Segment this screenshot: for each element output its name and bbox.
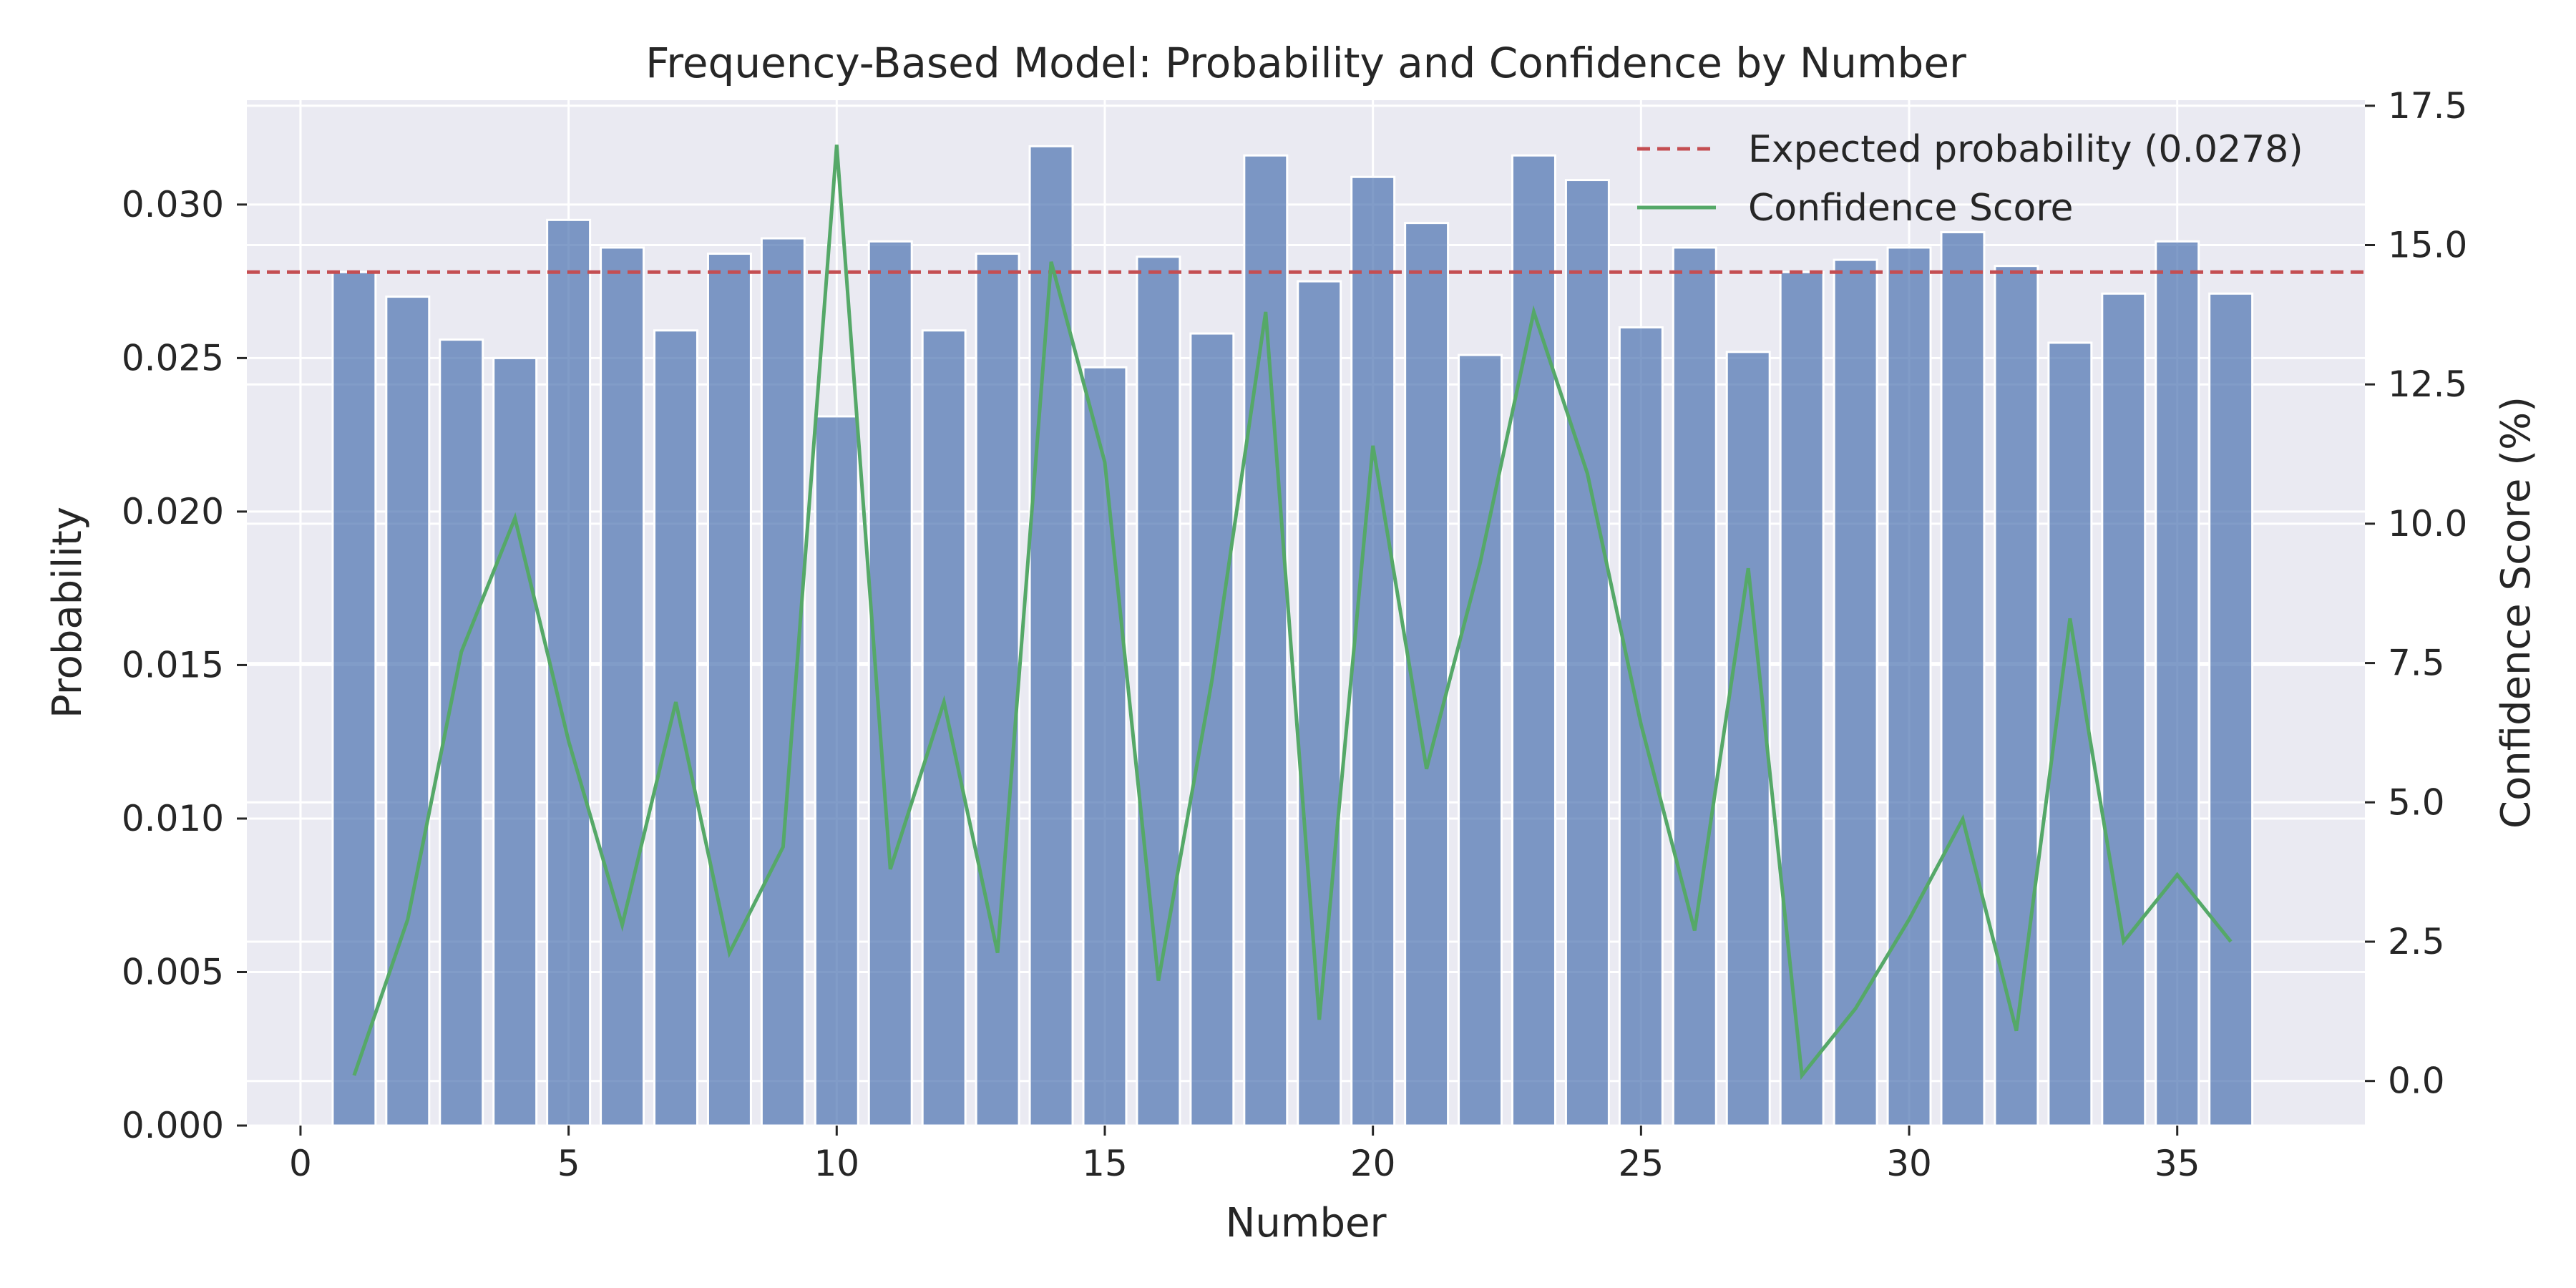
chart-title: Frequency-Based Model: Probability and C… <box>645 39 1966 87</box>
y-axis-label: Probability <box>44 507 91 718</box>
bar <box>1458 353 1503 1127</box>
bar <box>1028 145 1074 1127</box>
confidence-line-group <box>352 145 2233 1080</box>
y2-tick-label: 5.0 <box>2388 781 2445 823</box>
x-tick-label: 0 <box>289 1143 312 1184</box>
x-tick-label: 30 <box>1886 1143 1932 1184</box>
x-tick-label: 25 <box>1619 1143 1664 1184</box>
bar <box>1297 280 1342 1127</box>
bar <box>546 218 592 1127</box>
y2-tick-label: 0.0 <box>2388 1060 2445 1102</box>
bar <box>760 237 806 1127</box>
y-tick-label: 0.020 <box>122 491 224 532</box>
bar <box>706 253 752 1127</box>
y2-tick-label: 10.0 <box>2388 503 2467 545</box>
bar <box>975 253 1020 1127</box>
y2-tick-label: 7.5 <box>2388 643 2445 684</box>
bar <box>1136 255 1181 1127</box>
bar <box>1564 179 1610 1127</box>
y-tick-label: 0.015 <box>122 644 224 686</box>
bar <box>1994 265 2039 1127</box>
bar <box>653 329 698 1127</box>
bar <box>600 246 645 1127</box>
bar <box>1672 246 1717 1127</box>
x-tick-label: 10 <box>814 1143 859 1184</box>
bar <box>1779 270 1825 1127</box>
bar <box>2208 292 2254 1127</box>
y2-axis-label: Confidence Score (%) <box>2493 396 2540 829</box>
bar <box>1833 258 1878 1127</box>
y-tick-label: 0.010 <box>122 798 224 839</box>
y-tick-label: 0.000 <box>122 1105 224 1146</box>
y-tick-label: 0.005 <box>122 951 224 992</box>
y2-tick-label: 2.5 <box>2388 921 2445 962</box>
y-ticks: 0.000 0.005 0.010 0.015 0.020 0.025 0.030 <box>122 184 247 1146</box>
bar <box>492 356 538 1127</box>
x-tick-label: 20 <box>1350 1143 1396 1184</box>
legend-reference-label: Expected probability (0.0278) <box>1748 128 2303 171</box>
x-ticks: 0 5 10 15 20 25 30 35 <box>289 1126 2200 1184</box>
bar <box>1511 154 1556 1127</box>
bar <box>1725 351 1771 1127</box>
x-tick-label: 5 <box>557 1143 580 1184</box>
x-tick-label: 35 <box>2155 1143 2200 1184</box>
confidence-score-line <box>352 145 2233 1080</box>
legend: Expected probability (0.0278) Confidence… <box>1637 128 2303 230</box>
bar <box>1350 175 1396 1127</box>
bar <box>1243 154 1289 1127</box>
bar <box>921 329 967 1127</box>
y-tick-label: 0.030 <box>122 184 224 225</box>
bars <box>331 145 2254 1127</box>
bar <box>1082 366 1128 1127</box>
bar <box>2155 240 2200 1127</box>
bar <box>1940 230 1986 1127</box>
bar <box>1886 246 1932 1127</box>
y2-tick-label: 12.5 <box>2388 364 2467 405</box>
y-tick-label: 0.025 <box>122 337 224 379</box>
bar <box>814 415 859 1127</box>
x-axis-label: Number <box>1226 1200 1387 1246</box>
x-tick-label: 15 <box>1082 1143 1128 1184</box>
bar <box>385 296 431 1127</box>
bar <box>2101 292 2147 1127</box>
y2-tick-label: 15.0 <box>2388 224 2467 265</box>
bar <box>331 270 377 1127</box>
bar <box>1189 332 1235 1127</box>
legend-confidence-label: Confidence Score <box>1748 187 2074 230</box>
bar <box>439 338 484 1127</box>
y2-ticks: 0.0 2.5 5.0 7.5 10.0 12.5 15.0 17.5 <box>2365 85 2467 1102</box>
y2-tick-label: 17.5 <box>2388 85 2467 127</box>
